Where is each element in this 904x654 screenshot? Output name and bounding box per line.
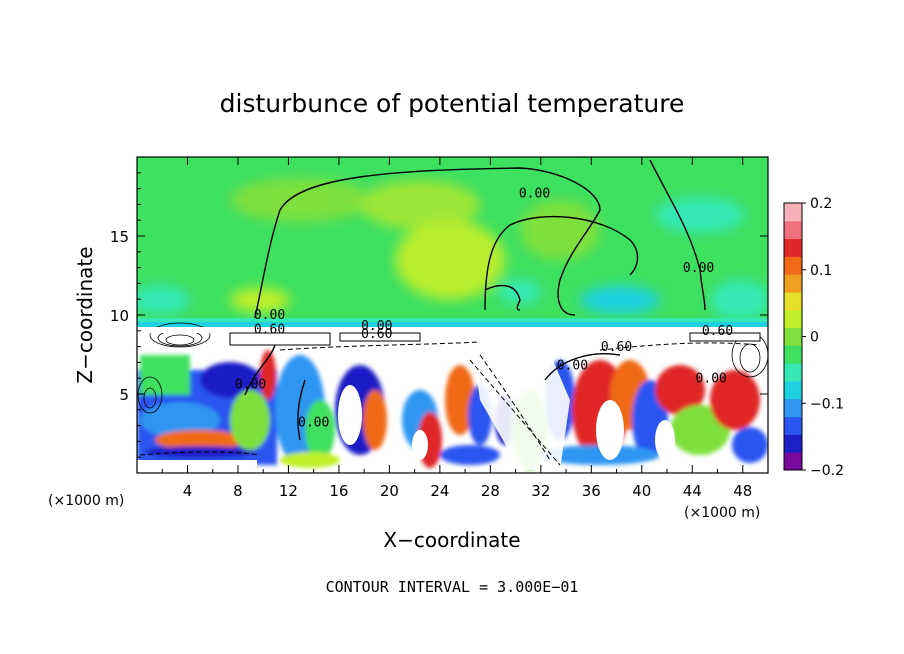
white-regions: [137, 330, 675, 473]
colorbar-swatch: [784, 363, 802, 382]
contour-label: 0.60: [702, 324, 733, 339]
contour-label: 0.00: [254, 308, 285, 323]
colorbar-swatch: [784, 345, 802, 364]
contour-label: 0.00: [557, 359, 588, 374]
colorbar-label: 0.1: [810, 263, 832, 279]
x-unit-left: (×1000 m): [48, 493, 124, 509]
colorbar-swatch: [784, 416, 802, 435]
contour-label: 0.60: [361, 327, 392, 342]
colorbar-swatch: [784, 203, 802, 222]
x-tick-label: 8: [233, 482, 243, 500]
contour-label: 0.00: [235, 378, 266, 393]
colorbar-label: 0: [810, 330, 819, 346]
y-axis-label: Z−coordinate: [73, 246, 97, 383]
tropopause-box-left: [229, 332, 331, 346]
tropopause-box-right: [689, 332, 761, 342]
x-tick-label: 28: [481, 482, 500, 500]
tropopause-band-inner: [137, 322, 768, 327]
tropopause-box-mid: [339, 332, 421, 342]
x-axis-label: X−coordinate: [383, 528, 520, 552]
colorbar-swatch: [784, 452, 802, 471]
x-tick-label: 44: [683, 482, 702, 500]
colorbar-swatch: [784, 434, 802, 453]
colorbar-label: −0.1: [810, 396, 844, 412]
colorbar-swatch: [784, 292, 802, 311]
x-tick-label: 16: [329, 482, 348, 500]
colorbar-swatch: [784, 256, 802, 275]
x-tick-label: 48: [733, 482, 752, 500]
colorbar-swatch: [784, 274, 802, 293]
contour-labels: 0.000.60 0.000.600.000.000.600.600.000.00…: [235, 187, 733, 431]
colorbar-swatch: [784, 327, 802, 346]
x-tick-label: 36: [582, 482, 601, 500]
colorbar-swatch: [784, 220, 802, 240]
y-tick-label: 15: [110, 228, 129, 246]
x-unit-right: (×1000 m): [684, 505, 760, 521]
contour-label: 0.00: [696, 371, 727, 386]
colorbar-swatch: [784, 381, 802, 400]
contour-label: 0.60: [601, 340, 632, 355]
x-tick-label: 40: [632, 482, 651, 500]
contour-label: 0.00: [361, 319, 392, 334]
upper-layer-patches: [137, 178, 768, 320]
colorbar-label: 0.2: [810, 196, 832, 212]
contour-label: 0.00: [519, 187, 550, 202]
dashed-contours: [139, 341, 761, 466]
x-tick-label: 24: [430, 482, 449, 500]
x-tick-label: 20: [380, 482, 399, 500]
contour-lines: [244, 159, 706, 441]
x-axis: 4 8 12 16 20 24 28 32 36 40 44 48: [161, 157, 752, 500]
colorbar: [783, 202, 803, 471]
tropopause-white-band: [137, 327, 768, 333]
heatmap-field: [137, 157, 768, 473]
x-tick-label: 4: [183, 482, 193, 500]
y-axis: 5 10 15: [110, 172, 768, 458]
y-tick-label: 10: [110, 307, 129, 325]
contour-interval-note: CONTOUR INTERVAL = 3.000E−01: [326, 578, 579, 596]
colorbar-label: −0.2: [810, 463, 844, 479]
contour-label: 0.60: [254, 322, 285, 337]
y-tick-label: 5: [119, 386, 129, 404]
colorbar-labels: 0.2 0.1 0 −0.1 −0.2: [802, 196, 844, 479]
colorbar-swatch: [784, 309, 802, 329]
colorbar-swatch: [784, 398, 802, 418]
chart-title: disturbunce of potential temperature: [220, 89, 685, 118]
x-tick-label: 12: [279, 482, 298, 500]
x-tick-label: 32: [531, 482, 550, 500]
contour-label: 0.00: [683, 261, 714, 276]
colorbar-swatch: [784, 238, 802, 257]
contour-label: 0.00: [298, 416, 329, 431]
